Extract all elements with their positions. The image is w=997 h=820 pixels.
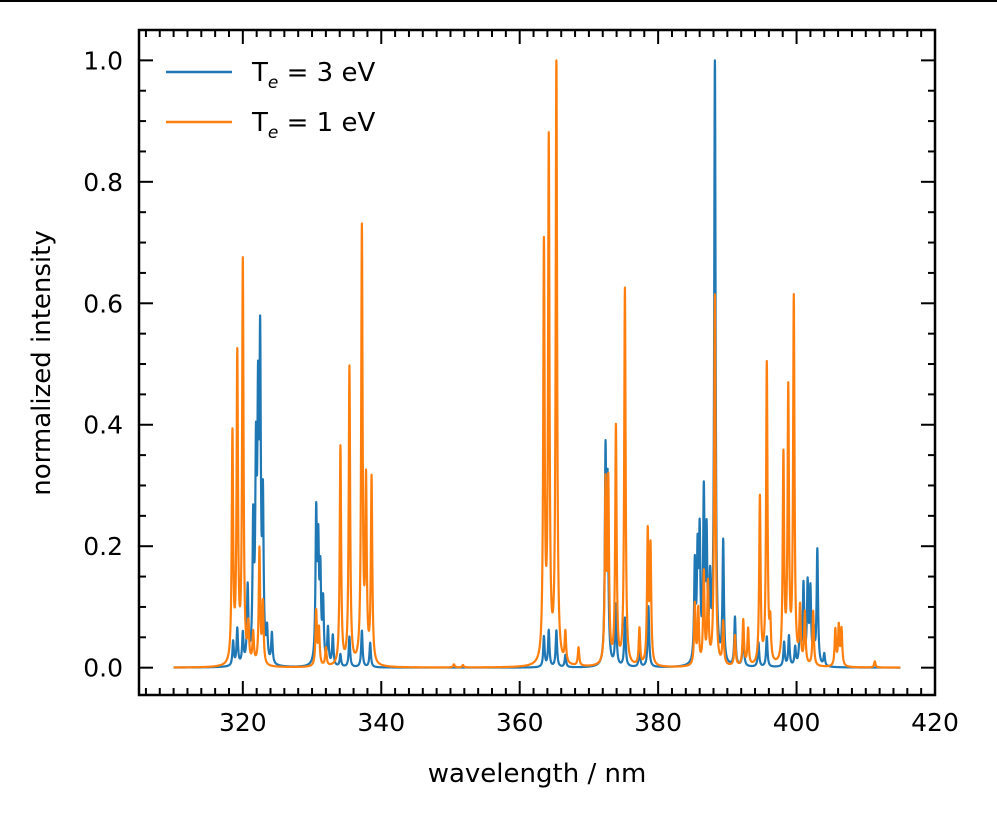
plot-frame bbox=[137, 28, 937, 697]
x-tick-label: 360 bbox=[496, 708, 544, 737]
x-tick-label: 380 bbox=[634, 708, 682, 737]
y-axis-title: normalized intensity bbox=[27, 230, 57, 495]
x-tick-labels: 320 340 360 380 400 420 bbox=[219, 708, 959, 737]
top-border-rule bbox=[0, 0, 997, 2]
y-tick-label: 0.6 bbox=[83, 289, 123, 318]
x-tick-label: 420 bbox=[911, 708, 959, 737]
y-tick-labels: 0.0 0.2 0.4 0.6 0.8 1.0 bbox=[83, 46, 123, 682]
legend: Te = 3 eV Te = 1 eV bbox=[166, 58, 375, 143]
x-tick-label: 320 bbox=[219, 708, 267, 737]
legend-label-2: Te = 1 eV bbox=[251, 108, 375, 143]
x-axis-title: wavelength / nm bbox=[428, 759, 647, 789]
series-layer bbox=[172, 59, 902, 669]
legend-label-1: Te = 3 eV bbox=[251, 58, 375, 93]
x-tick-label: 340 bbox=[357, 708, 405, 737]
y-tick-label: 0.0 bbox=[83, 654, 123, 683]
series-line-2 bbox=[172, 59, 902, 669]
x-tick-label: 400 bbox=[773, 708, 821, 737]
y-tick-label: 0.8 bbox=[83, 168, 123, 197]
y-tick-label: 1.0 bbox=[83, 46, 123, 75]
y-tick-label: 0.2 bbox=[83, 532, 123, 561]
y-tick-label: 0.4 bbox=[83, 411, 123, 440]
